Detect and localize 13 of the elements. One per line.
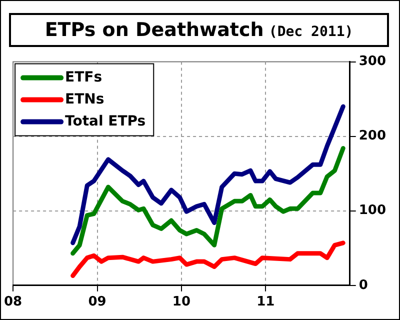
y-tick-label: 0 bbox=[358, 278, 368, 293]
x-tick-label: 09 bbox=[88, 294, 106, 310]
legend-label: ETNs bbox=[65, 91, 104, 108]
chart-title: ETPs on Deathwatch bbox=[44, 19, 264, 41]
y-tick-label: 200 bbox=[358, 128, 386, 144]
x-tick-label: 10 bbox=[172, 294, 190, 310]
x-tick-label: 08 bbox=[4, 294, 22, 310]
legend-label: Total ETPs bbox=[65, 113, 146, 130]
y-tick-label: 100 bbox=[358, 203, 386, 218]
chart-subtitle: (Dec 2011) bbox=[268, 24, 354, 40]
x-tick-label: 11 bbox=[256, 294, 275, 310]
y-tick-label: 300 bbox=[358, 54, 386, 70]
legend-label: ETFs bbox=[65, 69, 102, 86]
